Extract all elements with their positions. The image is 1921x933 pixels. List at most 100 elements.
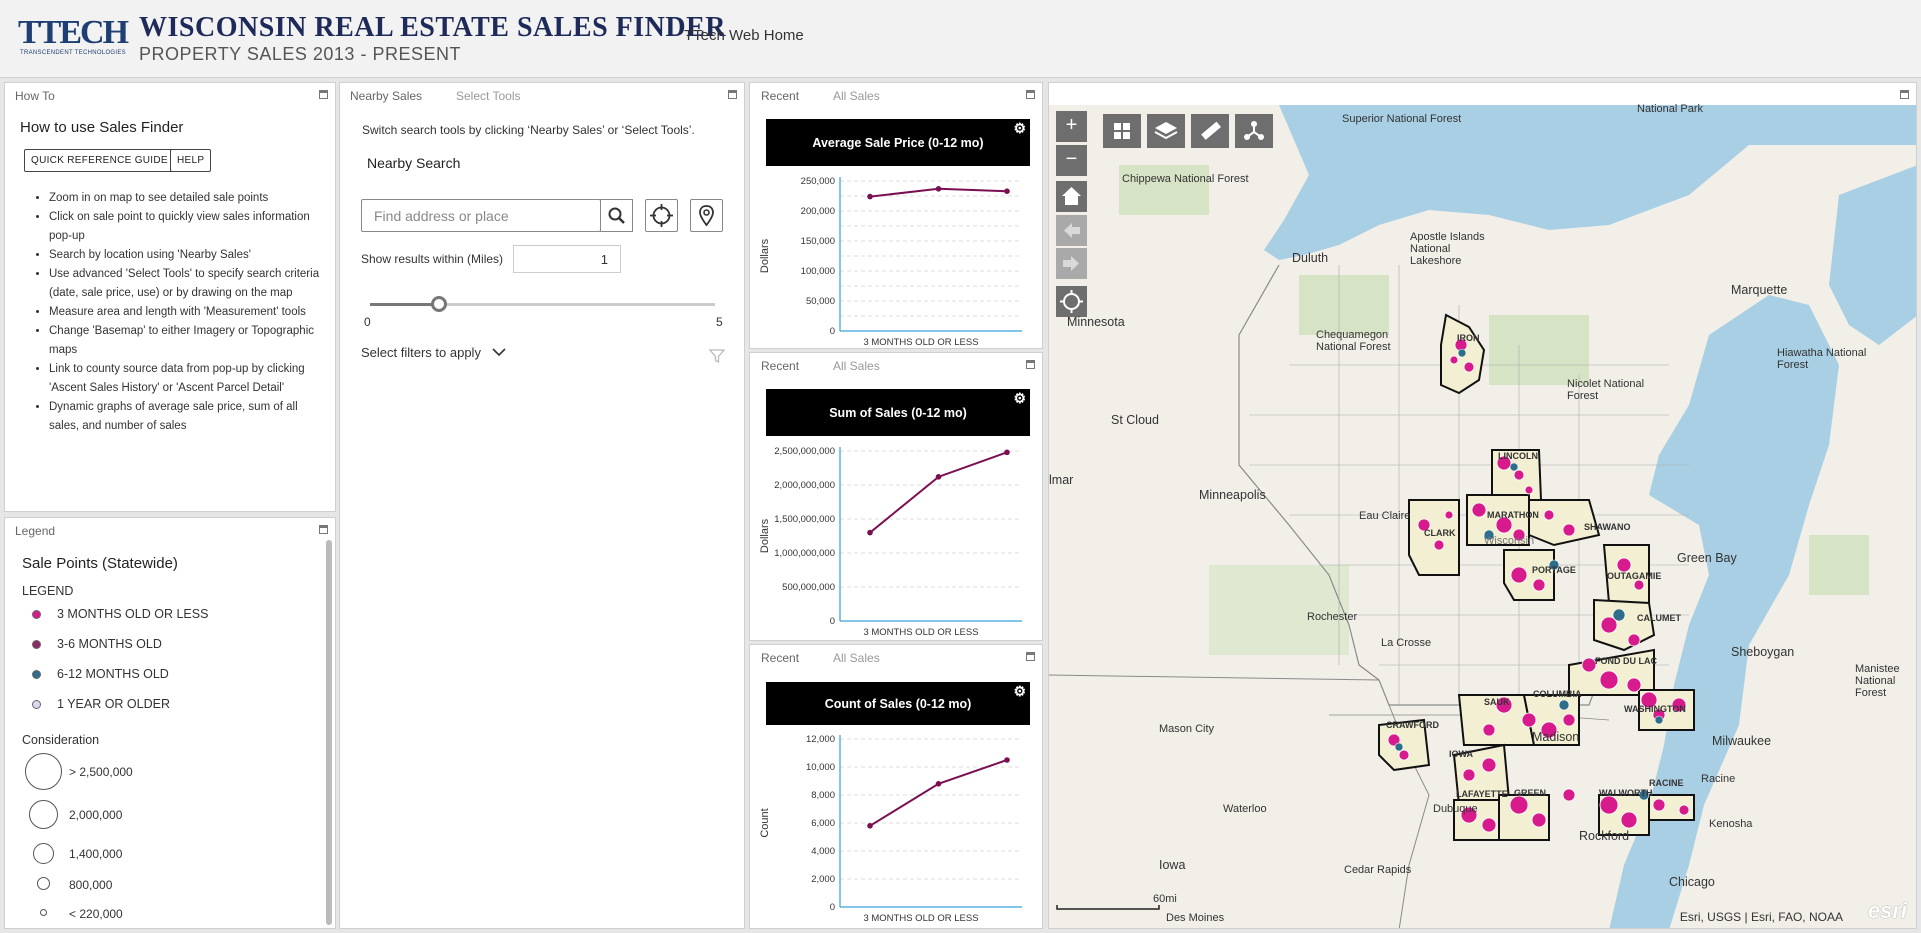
series-line xyxy=(869,451,1008,534)
tab-all-sales[interactable]: All Sales xyxy=(833,651,880,665)
county-label: OUTAGAMIE xyxy=(1607,571,1662,581)
x-tick-label: 3 MONTHS OLD OR LESS xyxy=(863,337,978,348)
y-axis-label: Dollars xyxy=(759,238,771,273)
tab-recent[interactable]: Recent xyxy=(761,651,800,665)
maximize-icon[interactable] xyxy=(1026,652,1035,661)
search-button[interactable] xyxy=(600,199,633,232)
tab-all-sales[interactable]: All Sales xyxy=(833,359,880,373)
map-label: La Crosse xyxy=(1381,637,1432,649)
maximize-icon[interactable] xyxy=(1026,90,1035,99)
share-button[interactable] xyxy=(1235,114,1273,148)
y-tick-label: 200,000 xyxy=(801,206,835,217)
within-label: Show results within (Miles) xyxy=(361,252,504,266)
county-label: CRAWFORD xyxy=(1386,720,1439,730)
county-label: GREEN xyxy=(1514,788,1547,798)
size-label: 2,000,000 xyxy=(69,808,123,822)
map-label: Iowa xyxy=(1159,858,1186,872)
search-icon xyxy=(608,207,625,224)
y-tick-label: 6,000 xyxy=(811,818,835,829)
county-label: CLARK xyxy=(1424,528,1456,538)
search-input[interactable]: Find address or place xyxy=(361,199,601,232)
tab-recent[interactable]: Recent xyxy=(761,89,800,103)
tab-howto[interactable]: How To xyxy=(15,89,55,103)
maximize-icon[interactable] xyxy=(728,90,737,99)
map-label: Manistee National Forest xyxy=(1855,663,1900,699)
tab-recent[interactable]: Recent xyxy=(761,359,800,373)
home-link[interactable]: TTech Web Home xyxy=(684,27,804,44)
layer-list-button[interactable] xyxy=(1147,114,1185,148)
map-label: Rochester xyxy=(1307,611,1358,623)
map-label: Chequamegon National Forest xyxy=(1316,329,1391,353)
crosshair-icon xyxy=(650,204,673,227)
maximize-icon[interactable] xyxy=(319,90,328,99)
map-label: National Park xyxy=(1637,103,1704,115)
county-label: LINCOLN xyxy=(1498,451,1538,461)
map-view[interactable] xyxy=(1049,105,1917,929)
map-label: Eau Claire xyxy=(1359,510,1411,522)
maximize-icon[interactable] xyxy=(1900,90,1909,99)
y-tick-label: 100,000 xyxy=(801,266,835,277)
tab-legend[interactable]: Legend xyxy=(15,524,56,538)
county-label: COLUMBIA xyxy=(1533,689,1582,699)
size-label: 1,400,000 xyxy=(69,847,123,861)
basemap-gallery-button[interactable] xyxy=(1103,114,1141,148)
maximize-icon[interactable] xyxy=(319,525,328,534)
my-location-button[interactable] xyxy=(1056,286,1087,317)
y-axis-label: Count xyxy=(759,808,771,837)
legend-label: 3-6 MONTHS OLD xyxy=(57,637,162,651)
distance-slider-track[interactable] xyxy=(370,303,715,306)
data-point xyxy=(935,186,942,192)
map-label: Kenosha xyxy=(1709,818,1753,830)
help-button[interactable]: HELP xyxy=(170,149,212,172)
slider-handle[interactable] xyxy=(431,296,447,312)
size-circle-md xyxy=(33,843,54,864)
forward-extent-button[interactable] xyxy=(1056,248,1087,279)
size-label: > 2,500,000 xyxy=(69,765,133,779)
filter-icon[interactable] xyxy=(709,348,725,364)
legend-swatch-2 xyxy=(32,670,41,679)
legend-label: 1 YEAR OR OLDER xyxy=(57,697,171,711)
ttech-logo[interactable]: TTECH TRANSCENDENT TECHNOLOGIES xyxy=(18,14,129,60)
locate-button[interactable] xyxy=(645,199,678,232)
chart-title: Sum of Sales (0-12 mo) xyxy=(829,406,967,420)
chevron-down-icon xyxy=(492,348,506,357)
home-button[interactable] xyxy=(1056,181,1087,212)
list-item: Link to county source data from pop-up b… xyxy=(49,360,329,398)
gear-icon[interactable]: ⚙ xyxy=(1013,390,1026,406)
map-label: Des Moines xyxy=(1166,912,1225,924)
home-icon xyxy=(1062,187,1081,205)
filters-toggle[interactable]: Select filters to apply xyxy=(361,345,507,360)
map-label: Chicago xyxy=(1669,875,1715,889)
size-circle-lg xyxy=(29,800,58,829)
filters-label: Select filters to apply xyxy=(361,345,481,360)
list-item: Zoom in on map to see detailed sale poin… xyxy=(49,189,329,208)
map-label: Apostle Islands National Lakeshore xyxy=(1410,231,1485,267)
y-tick-label: 0 xyxy=(830,616,835,627)
chart-title: Average Sale Price (0-12 mo) xyxy=(812,136,984,150)
quick-reference-button[interactable]: QUICK REFERENCE GUIDE xyxy=(24,149,175,172)
gear-icon[interactable]: ⚙ xyxy=(1013,683,1026,699)
howto-panel: How To How to use Sales Finder QUICK REF… xyxy=(4,82,336,512)
zoom-in-button[interactable]: + xyxy=(1056,111,1087,142)
legend-scrollbar[interactable] xyxy=(326,540,332,925)
zoom-out-button[interactable]: − xyxy=(1056,145,1087,176)
tab-select-tools[interactable]: Select Tools xyxy=(456,89,521,103)
tab-nearby-sales[interactable]: Nearby Sales xyxy=(350,89,423,103)
y-tick-label: 1,500,000,000 xyxy=(774,514,835,525)
y-tick-label: 2,000 xyxy=(811,874,835,885)
map-label: lmar xyxy=(1049,473,1074,487)
tab-all-sales[interactable]: All Sales xyxy=(833,89,880,103)
gear-icon[interactable]: ⚙ xyxy=(1013,120,1026,136)
map-label: Dubuque xyxy=(1433,803,1478,815)
distance-input[interactable]: 1 xyxy=(513,245,621,273)
pin-button[interactable] xyxy=(690,199,723,232)
back-extent-button[interactable] xyxy=(1056,215,1087,246)
y-tick-label: 0 xyxy=(830,902,835,913)
slider-fill xyxy=(370,303,439,306)
measure-button[interactable] xyxy=(1191,114,1229,148)
page-title: WISCONSIN REAL ESTATE SALES FINDER xyxy=(139,12,727,43)
maximize-icon[interactable] xyxy=(1026,360,1035,369)
x-tick-label: 3 MONTHS OLD OR LESS xyxy=(863,913,978,924)
map-label: Duluth xyxy=(1292,251,1329,265)
county-label: LAFAYETTE xyxy=(1456,789,1508,799)
